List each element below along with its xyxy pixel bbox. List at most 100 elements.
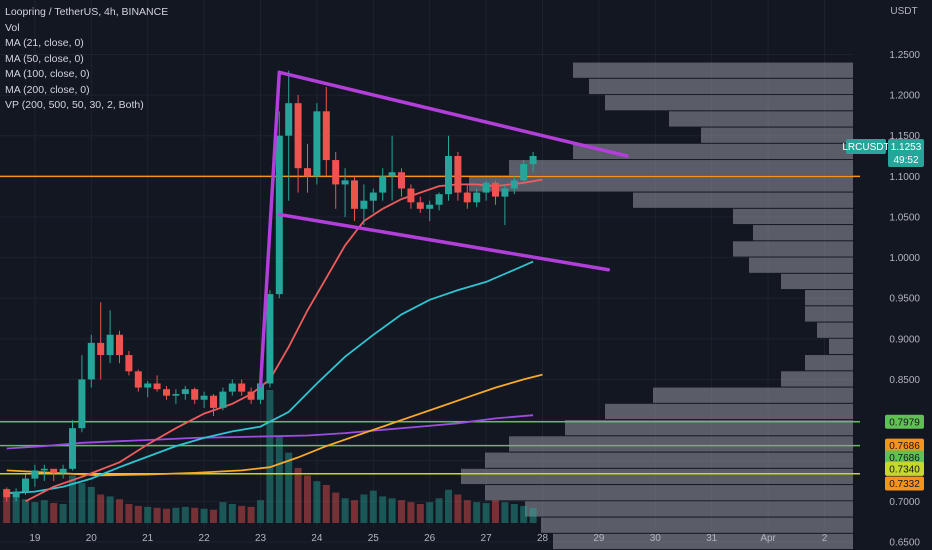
volume-bar — [322, 485, 330, 523]
time-tick-label: 28 — [537, 533, 549, 544]
volume-bar — [510, 504, 518, 523]
volume-bar — [219, 502, 227, 523]
legend-ma100[interactable]: MA (100, close, 0) — [5, 68, 90, 80]
legend-ma21[interactable]: MA (21, close, 0) — [5, 37, 84, 49]
legend-ma200[interactable]: MA (200, close, 0) — [5, 83, 90, 96]
candle-body — [313, 111, 321, 177]
candle-body — [228, 383, 236, 392]
volume-bar — [247, 506, 255, 523]
candle-body — [426, 204, 434, 209]
volume-bar — [50, 503, 58, 523]
volume-bar — [181, 506, 189, 523]
candle-body — [332, 160, 340, 185]
candle-body — [87, 342, 95, 380]
symbol-tag-bg — [846, 139, 886, 154]
candle-body — [492, 182, 499, 197]
profile-bar — [829, 338, 853, 355]
volume-bar — [285, 452, 293, 523]
price-tag-bg — [885, 414, 924, 429]
volume-bar — [304, 475, 311, 523]
candle-body — [341, 180, 349, 185]
volume-bar — [520, 505, 528, 523]
time-tick-label: 23 — [255, 533, 267, 544]
candle-body — [200, 395, 208, 400]
ma200-line — [6, 414, 534, 450]
time-tick-label: 27 — [481, 533, 493, 544]
candle-body — [529, 156, 537, 165]
candle-body — [97, 342, 105, 356]
volume-bar — [473, 502, 481, 523]
triangle-upper-line[interactable] — [277, 70, 629, 158]
legend-vol[interactable]: Vol — [5, 21, 20, 34]
price-tag-label: 0.7332 — [889, 479, 920, 490]
legend-title[interactable]: Loopring / TetherUS, 4h, BINANCE — [5, 6, 169, 18]
candle-body — [219, 391, 227, 408]
candle-body — [388, 172, 396, 177]
volume-bar — [78, 483, 86, 523]
profile-bar — [701, 127, 853, 143]
price-tag-bg — [885, 450, 924, 465]
price-tick-label: 1.2000 — [889, 91, 920, 102]
price-tag-label: 0.7979 — [889, 417, 920, 428]
candle-body — [144, 383, 152, 388]
volume-bar — [407, 502, 415, 523]
profile-bar — [817, 322, 853, 338]
triangle-lower-line[interactable] — [277, 212, 611, 272]
current-price-label: 1.1253 — [891, 142, 922, 153]
volume-bar — [191, 507, 199, 523]
candle-body — [210, 395, 217, 408]
time-tick-label: 22 — [199, 533, 211, 544]
profile-bar — [805, 290, 853, 306]
currency-label: USDT — [890, 6, 917, 17]
volume-bar — [332, 492, 340, 523]
volume-bar — [501, 502, 509, 523]
triangle-pattern[interactable] — [258, 70, 629, 388]
triangle-left-line[interactable] — [258, 70, 282, 388]
profile-bar — [669, 111, 853, 127]
candle-body — [416, 202, 424, 209]
candle-body — [59, 468, 67, 473]
candle-body — [445, 156, 452, 195]
candle-body — [116, 334, 123, 356]
profile-bar — [553, 533, 853, 550]
candle-body — [322, 111, 330, 161]
volume-bar — [482, 503, 490, 523]
ma100-line — [6, 373, 543, 477]
volume-bar — [360, 494, 368, 523]
volume-bar — [369, 490, 377, 523]
candle-body — [454, 156, 462, 193]
volume-bar — [12, 496, 20, 523]
volume-bar — [492, 500, 499, 523]
candle-body — [520, 164, 528, 181]
candle-body — [153, 383, 161, 390]
volume-bar — [398, 500, 405, 523]
volume-bars — [3, 390, 537, 523]
profile-bar — [733, 241, 853, 257]
profile-bar — [525, 501, 853, 517]
volume-bar — [257, 500, 264, 523]
volume-bar — [134, 505, 142, 523]
volume-bar — [87, 486, 95, 523]
time-tick-label: Apr — [760, 533, 776, 544]
price-tick-label: 0.7000 — [889, 497, 920, 508]
volume-bar — [144, 506, 152, 523]
candle-body — [247, 391, 255, 400]
price-tag-bg — [885, 476, 924, 491]
price-tick-label: 1.1500 — [889, 131, 920, 142]
legend-vp[interactable]: VP (200, 500, 50, 30, 2, Both) — [5, 99, 144, 111]
candle-body — [191, 389, 199, 400]
candle-body — [134, 371, 142, 388]
candle-body — [379, 176, 387, 193]
candle-body — [22, 478, 29, 492]
price-tag-bg — [885, 438, 924, 453]
profile-bar — [633, 192, 853, 208]
profile-bar — [461, 468, 853, 485]
candle-body — [238, 383, 246, 392]
time-axis[interactable]: 19 20 21 22 23 24 25 26 27 28 29 30 31 Apr 2 — [29, 533, 827, 544]
candle-body — [360, 200, 368, 209]
candle-body — [257, 383, 264, 400]
legend-ma50[interactable]: MA (50, close, 0) — [5, 52, 84, 65]
profile-bar — [469, 176, 853, 192]
